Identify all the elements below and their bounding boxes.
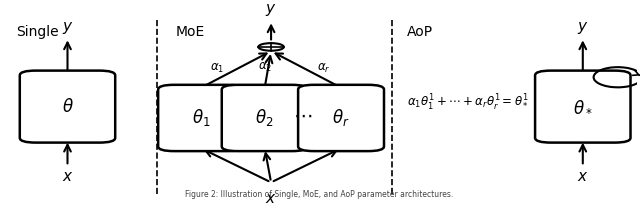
Text: $\theta_r$: $\theta_r$ [332,108,350,129]
Text: MoE: MoE [175,25,205,39]
Text: $\alpha_r$: $\alpha_r$ [317,62,331,75]
Text: Single: Single [17,25,60,39]
FancyBboxPatch shape [222,85,308,151]
Text: $\alpha_2$: $\alpha_2$ [258,61,272,74]
Text: $y$: $y$ [61,20,74,36]
Text: $\cdots$: $\cdots$ [293,107,312,125]
Text: $\theta_*$: $\theta_*$ [573,98,593,115]
Text: $x$: $x$ [61,170,73,184]
Text: AoP: AoP [406,25,433,39]
Text: $x$: $x$ [266,192,277,206]
Text: $\alpha_1$: $\alpha_1$ [210,62,224,75]
Text: $y$: $y$ [577,20,589,36]
FancyBboxPatch shape [158,85,244,151]
Text: $\alpha_1\theta_1^1 + \cdots + \alpha_r\theta_r^1 = \theta_*^1$: $\alpha_1\theta_1^1 + \cdots + \alpha_r\… [406,93,529,113]
Text: $\theta_2$: $\theta_2$ [255,108,274,129]
Text: Figure 2: Illustration of Single, MoE, and AoP parameter architectures.: Figure 2: Illustration of Single, MoE, a… [185,190,453,199]
FancyBboxPatch shape [298,85,384,151]
Text: $y$: $y$ [266,2,277,17]
Text: $x$: $x$ [577,170,589,184]
FancyBboxPatch shape [535,71,630,143]
Text: $\theta_1$: $\theta_1$ [192,108,211,129]
Text: $\theta$: $\theta$ [61,98,74,116]
FancyBboxPatch shape [20,71,115,143]
